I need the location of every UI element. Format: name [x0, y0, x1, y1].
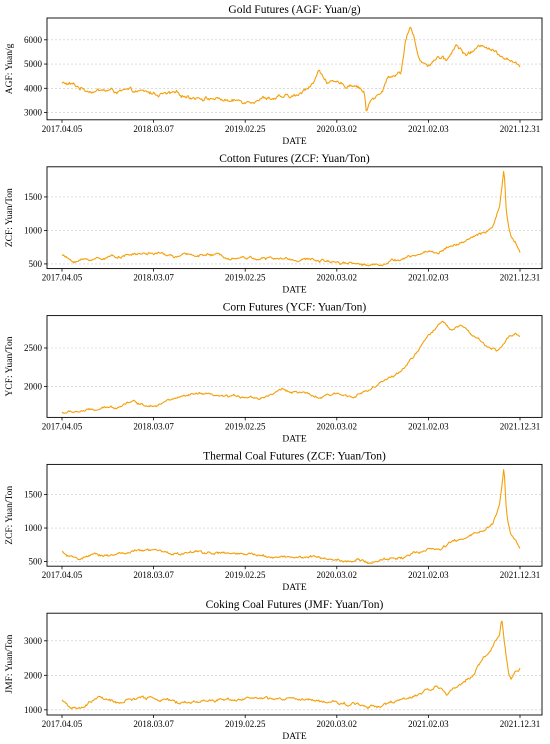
series-line [61, 469, 521, 565]
y-tick-label: 1500 [24, 192, 43, 202]
x-tick-label: 2017.04.05 [42, 421, 83, 431]
y-tick-label: 1000 [24, 705, 43, 715]
x-tick-label: 2021.12.31 [500, 570, 541, 580]
chart-title: Gold Futures (AGF: Yuan/g) [228, 4, 360, 16]
x-tick-label: 2017.04.05 [42, 273, 83, 283]
chart-panel-4: Thermal Coal Futures (ZCF: Yuan/Ton) 500 1… [5, 450, 543, 593]
series-line [61, 26, 521, 112]
y-tick-label: 6000 [24, 35, 43, 45]
x-tick-label: 2021.12.31 [500, 273, 541, 283]
plot-frame [46, 612, 543, 716]
x-tick-label: 2018.03.07 [133, 719, 174, 729]
x-tick-label: 2021.02.03 [408, 570, 449, 580]
x-tick-label: 2020.03.02 [317, 719, 358, 729]
y-tick-label: 5000 [24, 59, 43, 69]
y-tick-label: 500 [29, 259, 43, 269]
chart-title: Corn Futures (YCF: Yuan/Ton) [223, 302, 367, 314]
y-tick-label: 2500 [24, 343, 43, 353]
x-tick-label: 2018.03.07 [133, 124, 174, 134]
y-tick-label: 1500 [24, 490, 43, 500]
x-tick-label: 2021.02.03 [408, 273, 449, 283]
y-axis-label: ZCF: Yuan/Ton [5, 188, 15, 247]
x-tick-label: 2019.02.25 [225, 273, 266, 283]
x-tick-label: 2021.02.03 [408, 124, 449, 134]
x-tick-label: 2020.03.02 [317, 421, 358, 431]
y-axis-label: AGF: Yuan/g [5, 43, 15, 94]
series-line [61, 170, 521, 267]
x-tick-label: 2017.04.05 [42, 719, 83, 729]
series-line [61, 620, 521, 710]
y-axis-label: JMF: Yuan/Ton [5, 634, 15, 693]
y-axis-label: YCF: Yuan/Ton [5, 336, 15, 396]
x-tick-label: 2018.03.07 [133, 421, 174, 431]
x-tick-label: 2017.04.05 [42, 124, 83, 134]
series-line [61, 320, 521, 414]
x-tick-label: 2020.03.02 [317, 570, 358, 580]
x-axis-label: DATE [282, 434, 306, 444]
y-tick-label: 1000 [24, 523, 43, 533]
x-tick-label: 2021.02.03 [408, 421, 449, 431]
chart-title: Cotton Futures (ZCF: Yuan/Ton) [219, 153, 370, 165]
x-tick-label: 2019.02.25 [225, 124, 266, 134]
plot-frame [46, 315, 543, 418]
x-tick-label: 2021.12.31 [500, 421, 541, 431]
x-tick-label: 2019.02.25 [225, 719, 266, 729]
x-axis-label: DATE [282, 732, 306, 742]
y-tick-label: 4000 [24, 83, 43, 93]
plot-frame [46, 17, 543, 121]
chart-panel-3: Corn Futures (YCF: Yuan/Ton) 2000 2500 2017… [5, 302, 543, 444]
x-axis-label: DATE [282, 583, 306, 593]
x-tick-label: 2021.12.31 [500, 124, 541, 134]
chart-panel-5: Coking Coal Futures (JMF: Yuan/Ton) 1000 2… [5, 599, 543, 742]
chart-panel-1: Gold Futures (AGF: Yuan/g) 3000 4000 5000 60… [5, 4, 543, 147]
x-tick-label: 2020.03.02 [317, 124, 358, 134]
x-tick-label: 2020.03.02 [317, 273, 358, 283]
y-tick-label: 2000 [24, 670, 43, 680]
x-axis-label: DATE [282, 137, 306, 147]
chart-title: Coking Coal Futures (JMF: Yuan/Ton) [206, 599, 384, 611]
x-tick-label: 2019.02.25 [225, 421, 266, 431]
x-tick-label: 2017.04.05 [42, 570, 83, 580]
x-tick-label: 2018.03.07 [133, 570, 174, 580]
x-tick-label: 2019.02.25 [225, 570, 266, 580]
x-tick-label: 2021.12.31 [500, 719, 541, 729]
chart-title: Thermal Coal Futures (ZCF: Yuan/Ton) [203, 450, 386, 462]
y-axis-label: ZCF: Yuan/Ton [5, 486, 15, 545]
plot-frame [46, 463, 543, 567]
x-tick-label: 2018.03.07 [133, 273, 174, 283]
x-axis-label: DATE [282, 286, 306, 296]
plot-frame [46, 166, 543, 270]
y-tick-label: 3000 [24, 108, 43, 118]
chart-panel-2: Cotton Futures (ZCF: Yuan/Ton) 500 1000 150… [5, 153, 543, 296]
y-tick-label: 500 [29, 557, 43, 567]
y-tick-label: 1000 [24, 225, 43, 235]
y-tick-label: 3000 [24, 636, 43, 646]
y-tick-label: 2000 [24, 382, 43, 392]
x-tick-label: 2021.02.03 [408, 719, 449, 729]
